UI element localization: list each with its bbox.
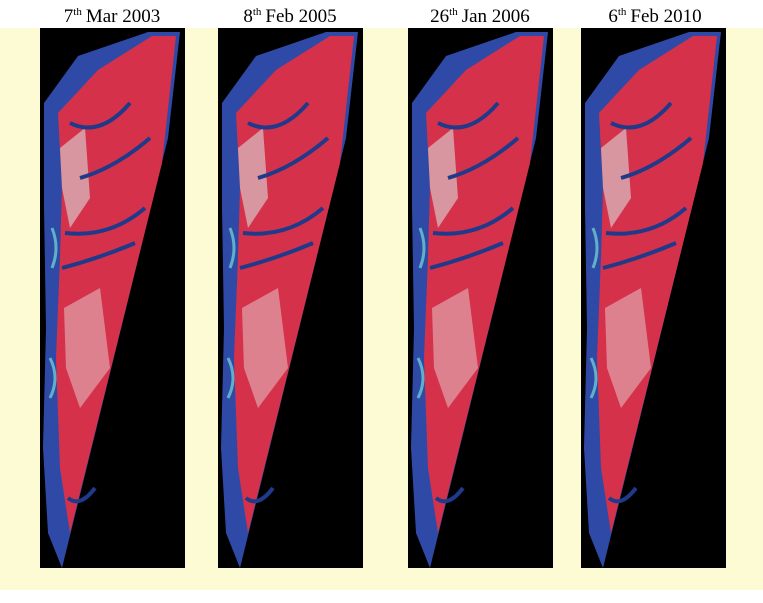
suffix: th [449,6,458,18]
image-panel [40,28,185,568]
date: Mar 2003 [86,6,160,27]
figure: 7thMar 2003 8thFeb 2005 26thJan 2006 6th… [0,0,763,603]
date: Feb 2010 [630,6,701,27]
image-panel [408,28,553,568]
suffix: th [73,6,82,18]
day: 6 [608,6,618,27]
image-panel [581,28,726,568]
suffix: th [618,6,627,18]
day: 8 [243,6,253,27]
panel-label: 7th Mar 2003 [64,6,160,27]
panel-label: 26th Jan 2006 [430,6,530,27]
day: 7 [64,6,74,27]
date: Feb 2005 [265,6,336,27]
date: Jan 2006 [462,6,530,27]
day: 26 [430,6,449,27]
suffix: th [253,6,262,18]
image-panel [218,28,363,568]
